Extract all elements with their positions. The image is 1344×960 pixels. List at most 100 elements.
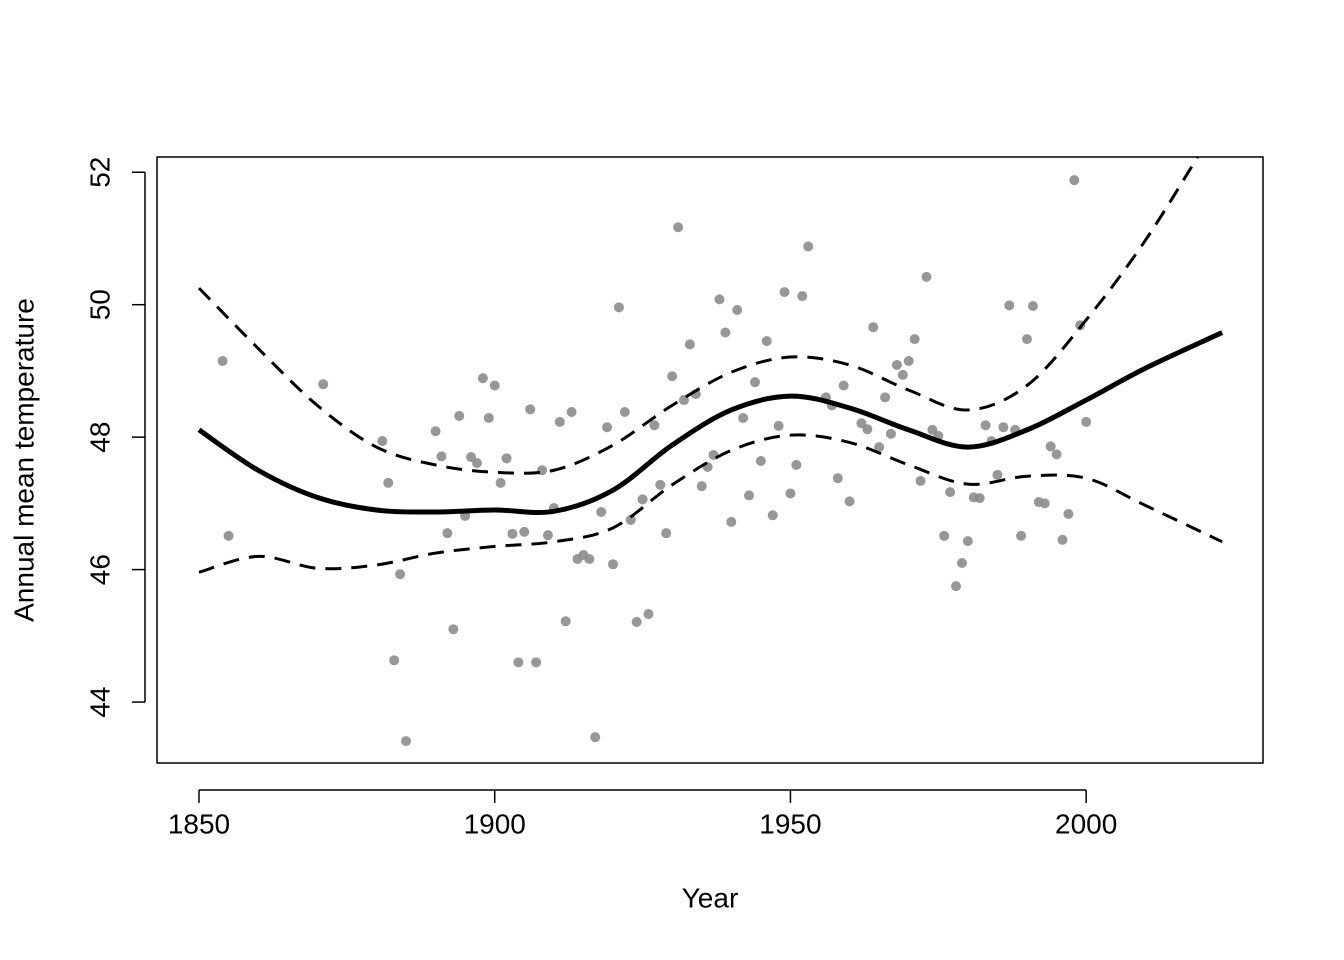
- data-point: [596, 506, 607, 517]
- data-point: [998, 422, 1009, 433]
- data-point: [507, 528, 518, 539]
- data-point: [1051, 449, 1062, 460]
- confidence-band-line: [197, 157, 1200, 475]
- data-point: [838, 380, 849, 391]
- data-point: [560, 616, 571, 627]
- data-point: [501, 453, 512, 464]
- data-point: [714, 294, 725, 305]
- data-point: [377, 436, 388, 447]
- data-point: [448, 624, 459, 635]
- y-axis-label: Annual mean temperature: [8, 298, 39, 622]
- confidence-band-line: [198, 433, 1223, 574]
- data-point: [726, 516, 737, 527]
- data-point: [945, 487, 956, 498]
- data-point: [891, 359, 902, 370]
- data-point: [519, 526, 530, 537]
- x-axis-label: Year: [682, 882, 739, 913]
- data-point: [625, 514, 636, 525]
- data-point: [939, 530, 950, 541]
- data-point: [661, 528, 672, 539]
- data-point: [602, 422, 613, 433]
- data-point: [696, 481, 707, 492]
- data-point: [389, 655, 400, 666]
- y-tick-label: 50: [84, 289, 115, 320]
- data-point: [773, 420, 784, 431]
- data-point: [318, 379, 329, 390]
- data-point: [613, 302, 624, 313]
- data-point: [862, 424, 873, 435]
- data-point: [962, 536, 973, 547]
- data-point: [1022, 334, 1033, 345]
- x-tick-label: 1850: [168, 808, 230, 839]
- data-point: [779, 287, 790, 298]
- data-point: [590, 732, 601, 743]
- fit-line: [197, 330, 1224, 516]
- data-point: [608, 559, 619, 570]
- data-point: [637, 494, 648, 505]
- data-point: [951, 581, 962, 592]
- data-point: [1081, 416, 1092, 427]
- data-point: [1069, 175, 1080, 186]
- data-point: [885, 428, 896, 439]
- data-point: [525, 404, 536, 415]
- data-point: [903, 355, 914, 366]
- data-point: [1063, 508, 1074, 519]
- data-point: [909, 334, 920, 345]
- data-point: [732, 304, 743, 315]
- data-point: [223, 530, 234, 541]
- data-point: [584, 554, 595, 565]
- data-point: [974, 493, 985, 504]
- data-point: [531, 657, 542, 668]
- data-point: [395, 569, 406, 580]
- data-point: [874, 442, 885, 453]
- data-point: [921, 271, 932, 282]
- plot-area: [197, 157, 1224, 747]
- data-point: [744, 490, 755, 501]
- data-point: [655, 479, 666, 490]
- data-point: [1027, 301, 1038, 312]
- data-point: [791, 459, 802, 470]
- data-point: [720, 327, 731, 338]
- data-point: [915, 475, 926, 486]
- data-point: [868, 322, 879, 333]
- x-tick-label: 1950: [759, 808, 821, 839]
- y-tick-label: 48: [84, 422, 115, 453]
- data-point: [483, 412, 494, 423]
- data-point: [844, 496, 855, 507]
- data-point: [880, 392, 891, 403]
- data-point: [471, 457, 482, 468]
- data-point: [436, 451, 447, 462]
- plot-frame: [156, 156, 1264, 764]
- data-point: [667, 371, 678, 382]
- data-point: [495, 477, 506, 488]
- data-point: [477, 373, 488, 384]
- data-point: [797, 291, 808, 302]
- data-point: [1016, 530, 1027, 541]
- data-point: [1039, 498, 1050, 509]
- data-point: [767, 510, 778, 521]
- y-tick-label: 44: [84, 686, 115, 717]
- data-point: [383, 477, 394, 488]
- data-point: [956, 557, 967, 568]
- data-point: [832, 473, 843, 484]
- data-point: [442, 528, 453, 539]
- data-point: [554, 416, 565, 427]
- data-point: [897, 369, 908, 380]
- data-point: [992, 469, 1003, 480]
- x-tick-label: 2000: [1055, 808, 1117, 839]
- data-point: [803, 241, 814, 252]
- data-point: [980, 420, 991, 431]
- data-point: [489, 380, 500, 391]
- data-point: [738, 412, 749, 423]
- data-point: [684, 339, 695, 350]
- data-point: [400, 736, 411, 747]
- data-point: [542, 530, 553, 541]
- data-point: [761, 336, 772, 347]
- data-point: [454, 410, 465, 421]
- data-point: [430, 426, 441, 437]
- data-point: [649, 420, 660, 431]
- x-tick-label: 1900: [464, 808, 526, 839]
- data-point: [643, 608, 654, 619]
